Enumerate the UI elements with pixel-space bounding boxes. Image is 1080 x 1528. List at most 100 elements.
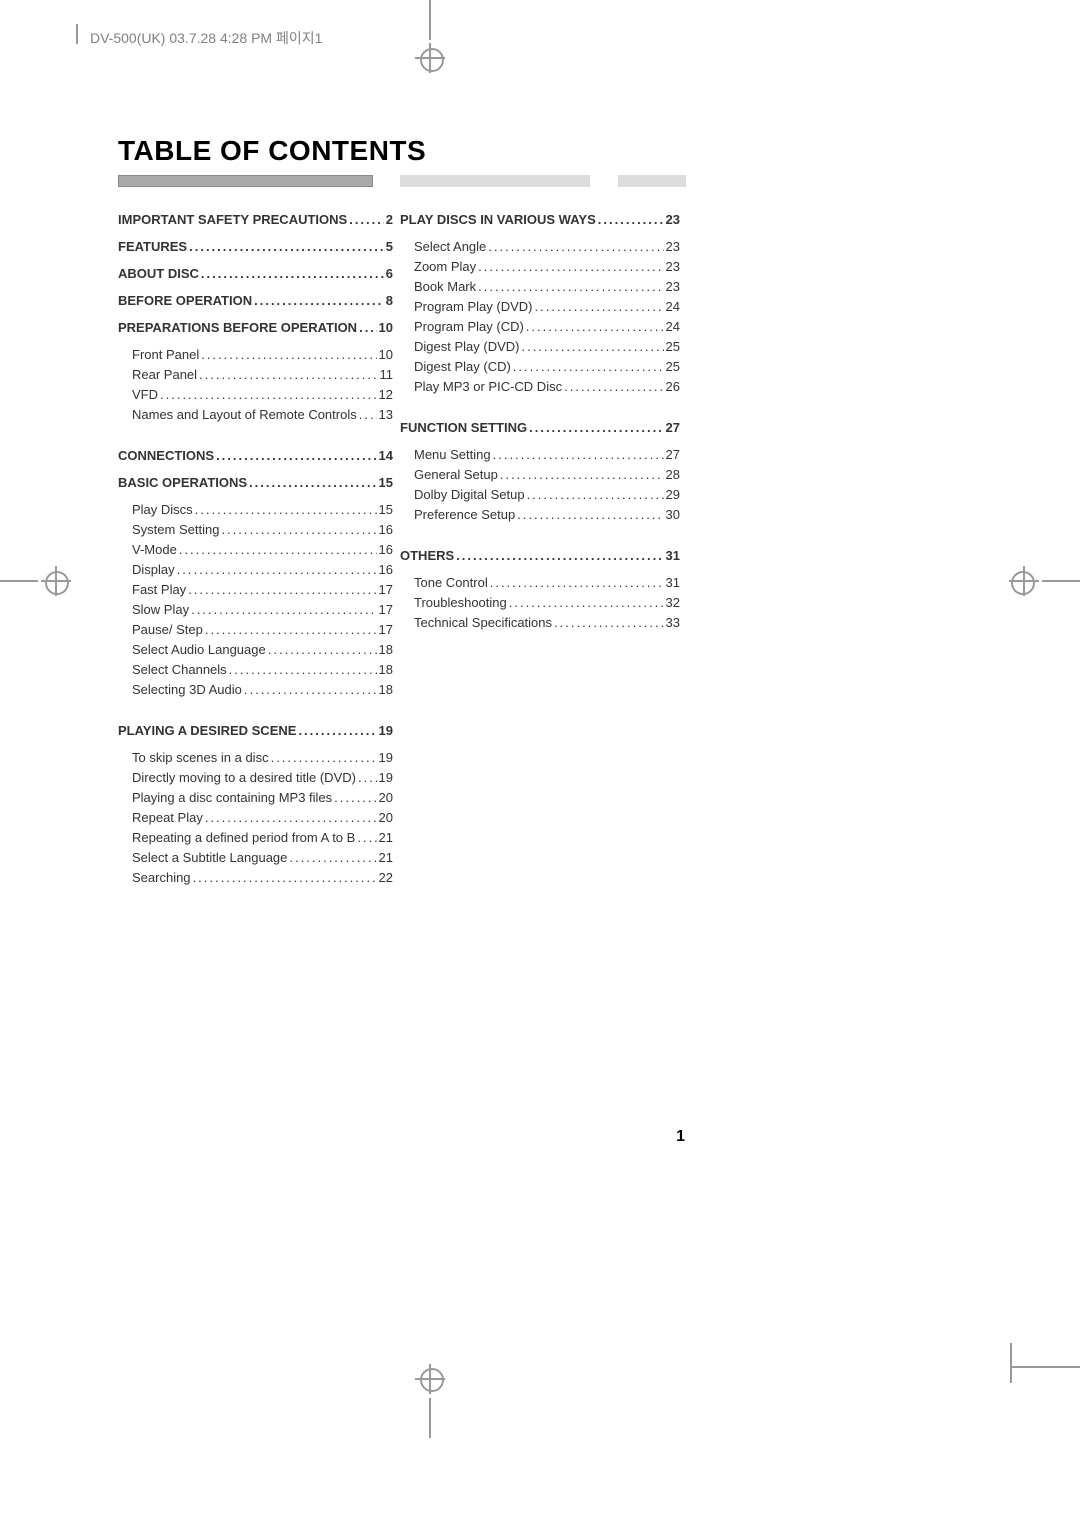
toc-section-row: PLAYING A DESIRED SCENE.................… xyxy=(118,721,393,741)
toc-label: PLAY DISCS IN VARIOUS WAYS xyxy=(400,210,596,230)
toc-label: Play MP3 or PIC-CD Disc xyxy=(414,377,562,397)
toc-page-number: 16 xyxy=(379,520,393,540)
toc-label: Digest Play (DVD) xyxy=(414,337,519,357)
toc-section-row: IMPORTANT SAFETY PRECAUTIONS............… xyxy=(118,210,393,230)
toc-item-row: Fast Play...............................… xyxy=(118,580,393,600)
toc-leader-dots: ........................................… xyxy=(529,418,663,438)
toc-leader-dots: ........................................… xyxy=(229,660,377,680)
toc-item-row: Repeat Play.............................… xyxy=(118,808,393,828)
toc-leader-dots: ........................................… xyxy=(478,277,663,297)
toc-page-number: 18 xyxy=(379,680,393,700)
toc-item-row: Directly moving to a desired title (DVD)… xyxy=(118,768,393,788)
toc-label: Slow Play xyxy=(132,600,189,620)
toc-leader-dots: ........................................… xyxy=(478,257,663,277)
toc-label: Program Play (DVD) xyxy=(414,297,532,317)
toc-page-number: 23 xyxy=(666,277,680,297)
toc-label: Front Panel xyxy=(132,345,199,365)
toc-page-number: 2 xyxy=(386,210,393,230)
toc-leader-dots: ........................................… xyxy=(177,560,377,580)
toc-item-row: To skip scenes in a disc................… xyxy=(118,748,393,768)
toc-item-row: VFD.....................................… xyxy=(118,385,393,405)
toc-label: Pause/ Step xyxy=(132,620,203,640)
toc-page-number: 17 xyxy=(379,600,393,620)
toc-page-number: 27 xyxy=(666,418,680,438)
page-title: TABLE OF CONTENTS xyxy=(118,135,426,167)
toc-label: OTHERS xyxy=(400,546,454,566)
toc-page-number: 23 xyxy=(666,237,680,257)
toc-leader-dots: ........................................… xyxy=(195,500,377,520)
toc-label: CONNECTIONS xyxy=(118,446,214,466)
toc-item-row: Play Discs..............................… xyxy=(118,500,393,520)
corner-mark xyxy=(1010,1343,1012,1383)
toc-page-number: 24 xyxy=(666,317,680,337)
title-underline-bar xyxy=(118,175,373,187)
toc-label: Digest Play (CD) xyxy=(414,357,511,377)
toc-section-row: ABOUT DISC..............................… xyxy=(118,264,393,284)
toc-page-number: 18 xyxy=(379,660,393,680)
toc-leader-dots: ........................................… xyxy=(488,237,663,257)
toc-item-row: Select Angle............................… xyxy=(400,237,680,257)
toc-leader-dots: ........................................… xyxy=(221,520,376,540)
toc-leader-dots: ........................................… xyxy=(188,580,376,600)
toc-label: System Setting xyxy=(132,520,219,540)
toc-page-number: 15 xyxy=(379,473,393,493)
toc-half-spacer xyxy=(118,741,393,748)
toc-label: General Setup xyxy=(414,465,498,485)
toc-item-row: Names and Layout of Remote Controls.....… xyxy=(118,405,393,425)
toc-half-spacer xyxy=(118,257,393,264)
toc-label: PLAYING A DESIRED SCENE xyxy=(118,721,296,741)
toc-item-row: Preference Setup........................… xyxy=(400,505,680,525)
toc-leader-dots: ........................................… xyxy=(517,505,663,525)
toc-page-number: 23 xyxy=(666,210,680,230)
toc-label: BASIC OPERATIONS xyxy=(118,473,247,493)
toc-page-number: 19 xyxy=(379,768,393,788)
toc-page-number: 19 xyxy=(379,721,393,741)
toc-half-spacer xyxy=(118,284,393,291)
toc-half-spacer xyxy=(118,230,393,237)
toc-page-number: 32 xyxy=(666,593,680,613)
title-bar xyxy=(618,175,686,187)
toc-item-row: Program Play (CD).......................… xyxy=(400,317,680,337)
toc-page-number: 16 xyxy=(379,540,393,560)
toc-item-row: Rear Panel..............................… xyxy=(118,365,393,385)
toc-leader-dots: ........................................… xyxy=(254,291,384,311)
toc-leader-dots: ........................................… xyxy=(513,357,664,377)
toc-page-number: 15 xyxy=(379,500,393,520)
toc-spacer xyxy=(400,525,680,546)
crop-mark-top-icon xyxy=(415,0,445,70)
toc-leader-dots: ........................................… xyxy=(199,365,377,385)
toc-label: Troubleshooting xyxy=(414,593,507,613)
toc-leader-dots: ........................................… xyxy=(527,485,664,505)
toc-section-row: CONNECTIONS.............................… xyxy=(118,446,393,466)
toc-label: Rear Panel xyxy=(132,365,197,385)
toc-item-row: Display.................................… xyxy=(118,560,393,580)
toc-page-number: 19 xyxy=(379,748,393,768)
toc-label: Program Play (CD) xyxy=(414,317,524,337)
toc-label: ABOUT DISC xyxy=(118,264,199,284)
toc-label: FEATURES xyxy=(118,237,187,257)
toc-item-row: Repeating a defined period from A to B..… xyxy=(118,828,393,848)
toc-page-number: 10 xyxy=(379,345,393,365)
toc-leader-dots: ........................................… xyxy=(268,640,377,660)
toc-leader-dots: ........................................… xyxy=(598,210,664,230)
toc-section-row: PREPARATIONS BEFORE OPERATION...........… xyxy=(118,318,393,338)
toc-leader-dots: ........................................… xyxy=(298,721,376,741)
toc-item-row: Menu Setting............................… xyxy=(400,445,680,465)
toc-label: Play Discs xyxy=(132,500,193,520)
toc-item-row: Troubleshooting.........................… xyxy=(400,593,680,613)
toc-leader-dots: ........................................… xyxy=(189,237,384,257)
toc-page-number: 18 xyxy=(379,640,393,660)
toc-item-row: Book Mark...............................… xyxy=(400,277,680,297)
toc-label: Menu Setting xyxy=(414,445,491,465)
toc-leader-dots: ........................................… xyxy=(249,473,376,493)
toc-page-number: 21 xyxy=(379,828,393,848)
toc-item-row: Select a Subtitle Language..............… xyxy=(118,848,393,868)
toc-item-row: Program Play (DVD)......................… xyxy=(400,297,680,317)
toc-label: Repeat Play xyxy=(132,808,203,828)
toc-page-number: 10 xyxy=(379,318,393,338)
toc-half-spacer xyxy=(400,438,680,445)
toc-leader-dots: ........................................… xyxy=(349,210,384,230)
toc-page-number: 23 xyxy=(666,257,680,277)
toc-section-row: PLAY DISCS IN VARIOUS WAYS..............… xyxy=(400,210,680,230)
toc-leader-dots: ........................................… xyxy=(334,788,376,808)
